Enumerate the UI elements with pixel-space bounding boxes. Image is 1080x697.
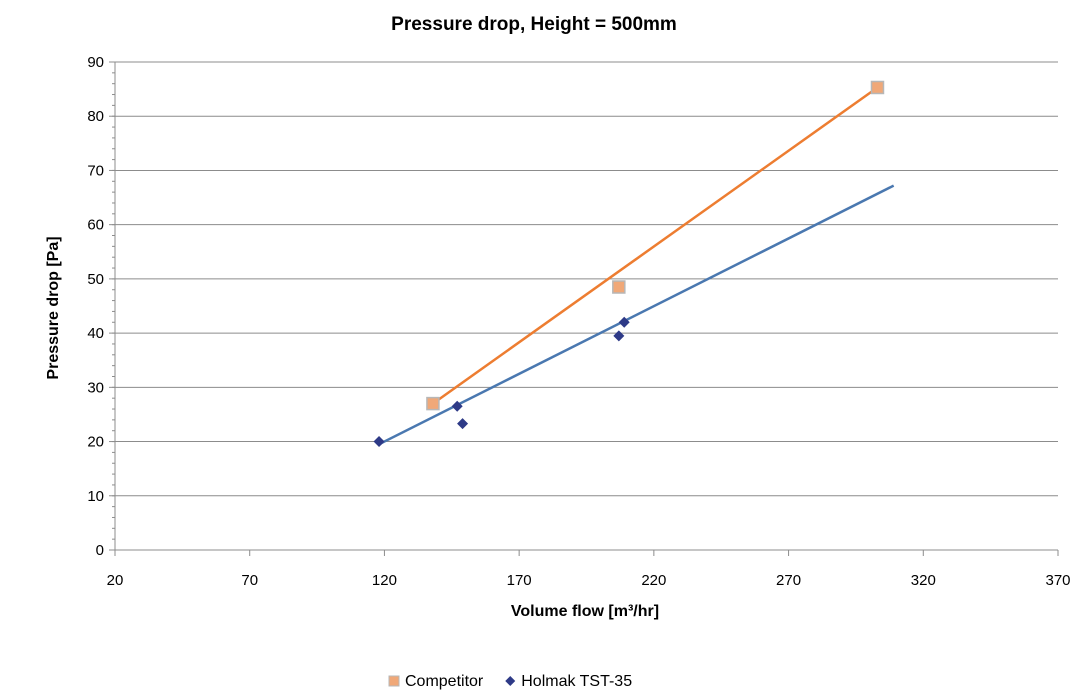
- point-competitor-0: [426, 396, 440, 411]
- tick-labels: 0 10 20 30 40 50 60 70 80 90 20 70 120 170 220 270 320 37…: [87, 54, 1070, 589]
- x-tick-label-320: 320: [911, 572, 936, 589]
- point-holmak-tst-35-3: [613, 330, 625, 342]
- y-tick-label-60: 60: [87, 217, 104, 234]
- y-tick-label-70: 70: [87, 162, 104, 179]
- legend-label-competitor: Competitor: [405, 673, 484, 690]
- y-tick-label-80: 80: [87, 108, 104, 125]
- legend-marker-holmak-tst-35: [505, 676, 516, 686]
- x-tick-label-370: 370: [1045, 572, 1070, 589]
- x-tick-label-170: 170: [507, 572, 532, 589]
- gridlines: [115, 61, 1058, 497]
- x-tick-label-70: 70: [241, 572, 258, 589]
- point-competitor-1: [612, 280, 626, 294]
- legend: Competitor Holmak TST-35: [388, 673, 632, 690]
- y-tick-label-0: 0: [96, 542, 104, 559]
- y-tick-label-40: 40: [87, 325, 104, 342]
- y-tick-label-30: 30: [87, 379, 104, 396]
- legend-marker-competitor: [388, 675, 400, 687]
- x-tick-label-120: 120: [372, 572, 397, 589]
- data-points: [373, 80, 885, 448]
- y-tick-label-10: 10: [87, 488, 104, 505]
- point-holmak-tst-35-4: [618, 316, 630, 328]
- y-tick-label-90: 90: [87, 54, 104, 71]
- legend-label-holmak-tst-35: Holmak TST-35: [521, 673, 632, 690]
- y-tick-label-20: 20: [87, 434, 104, 451]
- y-axis-label: Pressure drop [Pa]: [45, 236, 62, 379]
- trendline-competitor: [432, 86, 879, 405]
- point-holmak-tst-35-0: [373, 436, 385, 448]
- x-axis-label: Volume flow [m³/hr]: [511, 603, 659, 620]
- x-tick-label-220: 220: [641, 572, 666, 589]
- trendline-holmak-tst-35: [378, 184, 895, 446]
- x-tick-label-20: 20: [107, 572, 124, 589]
- x-tick-label-270: 270: [776, 572, 801, 589]
- trendlines: [378, 86, 895, 446]
- point-holmak-tst-35-1: [451, 400, 463, 412]
- y-tick-label-50: 50: [87, 271, 104, 288]
- point-holmak-tst-35-2: [457, 418, 469, 430]
- point-competitor-2: [870, 80, 885, 95]
- axes: [109, 61, 1059, 556]
- chart-title: Pressure drop, Height = 500mm: [391, 14, 677, 35]
